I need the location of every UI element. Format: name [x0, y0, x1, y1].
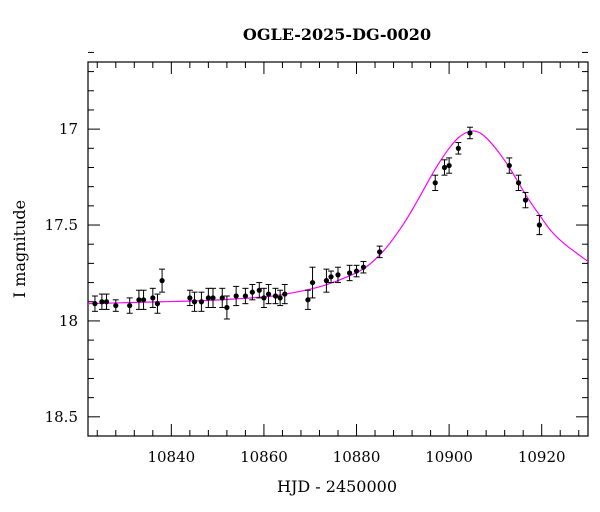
x-tick-label: 10900: [425, 448, 473, 466]
x-tick-label: 10860: [240, 448, 288, 466]
data-point: [536, 222, 542, 228]
plot-frame: [87, 61, 589, 437]
data-point: [92, 301, 98, 307]
data-point: [265, 291, 272, 297]
data-point: [191, 299, 198, 305]
data-point: [154, 301, 161, 307]
y-tick-label: 17: [59, 120, 78, 138]
data-point: [377, 249, 383, 255]
data-point: [159, 278, 165, 284]
data-point: [150, 295, 156, 301]
data-point: [323, 278, 330, 284]
x-tick-label: 10840: [147, 448, 195, 466]
data-point: [261, 295, 267, 301]
data-point: [242, 293, 249, 299]
data-point: [205, 295, 211, 301]
data-point: [140, 297, 147, 303]
y-tick-label: 18.5: [45, 408, 78, 426]
data-point: [113, 302, 119, 309]
chart-title: OGLE-2025-DG-0020: [243, 25, 431, 44]
data-point: [277, 295, 283, 301]
data-point: [187, 295, 193, 301]
data-point: [309, 279, 316, 286]
x-tick-label: 10880: [333, 448, 381, 466]
x-axis-label: HJD - 2450000: [277, 477, 397, 496]
data-point: [127, 302, 133, 309]
data-point: [353, 268, 360, 274]
data-point: [328, 274, 334, 280]
data-point: [432, 180, 438, 186]
data-point: [219, 295, 225, 301]
data-point: [249, 289, 255, 295]
plot-area: 10840 10860 10880 10900 10920 17 17.5 18 18.5: [45, 51, 589, 466]
data-point: [335, 272, 341, 278]
data-point: [455, 145, 461, 151]
data-point: [515, 180, 522, 186]
data-point: [522, 197, 529, 203]
data-point: [282, 291, 288, 297]
data-point: [210, 295, 216, 301]
data-point: [136, 297, 142, 303]
data-point: [198, 299, 205, 305]
data-point: [256, 287, 262, 293]
data-point: [360, 264, 367, 270]
y-tick-label: 18: [59, 312, 78, 330]
data-point: [233, 293, 239, 299]
data-point: [305, 297, 311, 303]
data-point: [446, 162, 452, 169]
x-tick-label: 10920: [518, 448, 566, 466]
data-point: [272, 293, 279, 299]
data-point: [441, 164, 448, 171]
data-point: [224, 304, 230, 311]
data-point: [346, 270, 353, 276]
y-axis-label: I magnitude: [10, 200, 29, 298]
data-point: [467, 130, 473, 136]
data-point: [103, 299, 110, 305]
data-point: [99, 299, 105, 305]
y-tick-label: 17.5: [45, 216, 78, 234]
data-point: [506, 162, 512, 169]
